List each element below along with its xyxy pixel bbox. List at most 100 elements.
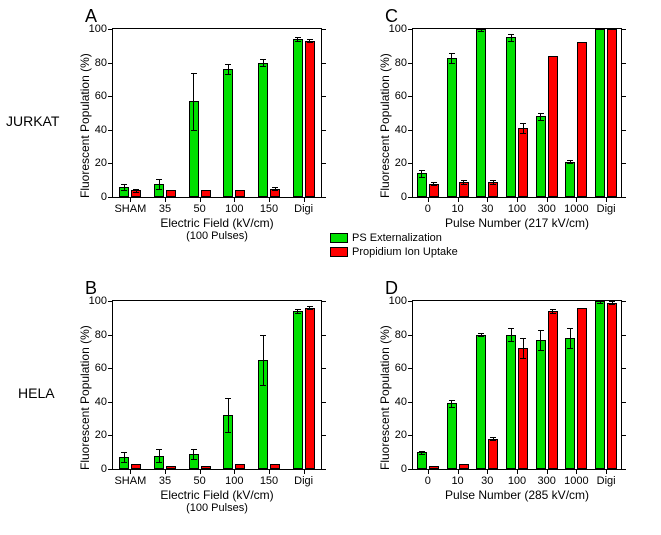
error-cap	[295, 309, 301, 310]
xtick	[547, 197, 548, 202]
ps-bar	[595, 301, 605, 469]
ytick	[408, 335, 413, 336]
error-cap	[156, 189, 162, 190]
error-bar	[511, 328, 512, 341]
error-cap	[133, 192, 139, 193]
ylabel-c: Fluorescent Population (%)	[378, 53, 392, 198]
pi-bar	[166, 190, 176, 197]
xtick	[487, 197, 488, 202]
pi-bar	[166, 466, 176, 469]
ps-bar	[447, 58, 457, 197]
error-bar	[523, 123, 524, 133]
error-cap	[295, 41, 301, 42]
error-cap	[121, 184, 127, 185]
error-cap	[156, 462, 162, 463]
ytick	[108, 163, 113, 164]
ytick	[321, 335, 326, 336]
xtick	[165, 197, 166, 202]
ytick	[108, 130, 113, 131]
xtick	[269, 197, 270, 202]
pi-bar	[607, 29, 617, 197]
error-cap	[307, 309, 313, 310]
ytick-label: 100	[85, 23, 107, 35]
error-cap	[461, 184, 467, 185]
error-cap	[508, 34, 514, 35]
ytick	[621, 402, 626, 403]
xtick	[576, 469, 577, 474]
error-bar	[159, 449, 160, 462]
error-cap	[609, 301, 615, 302]
ytick	[621, 301, 626, 302]
pi-bar	[270, 464, 280, 469]
error-cap	[538, 120, 544, 121]
error-cap	[490, 437, 496, 438]
ytick	[408, 402, 413, 403]
pi-bar	[577, 308, 587, 469]
legend-ps-swatch	[330, 233, 348, 243]
ytick-label: 100	[85, 295, 107, 307]
ytick	[321, 469, 326, 470]
ytick-label: 100	[385, 295, 407, 307]
ytick	[108, 197, 113, 198]
error-cap	[538, 113, 544, 114]
xsub-a: (100 Pulses)	[112, 230, 322, 242]
error-cap	[478, 31, 484, 32]
ytick	[621, 469, 626, 470]
xtick	[517, 469, 518, 474]
error-cap	[508, 341, 514, 342]
pi-bar	[548, 311, 558, 469]
error-cap	[490, 440, 496, 441]
pi-bar	[201, 190, 211, 197]
ytick	[108, 29, 113, 30]
error-cap	[538, 350, 544, 351]
pi-bar	[235, 464, 245, 469]
ps-bar	[595, 29, 605, 197]
row-label-hela: HELA	[18, 385, 55, 401]
plot-a: 020406080100SHAM3550100150Digi	[112, 28, 322, 198]
ytick	[408, 435, 413, 436]
ytick	[408, 163, 413, 164]
xtick	[200, 469, 201, 474]
plot-b: 020406080100SHAM3550100150Digi	[112, 300, 322, 470]
xlabel-c: Pulse Number (217 kV/cm)	[412, 216, 622, 230]
error-bar	[193, 73, 194, 130]
error-bar	[263, 59, 264, 66]
xlabel-a: Electric Field (kV/cm)	[112, 216, 322, 230]
error-cap	[520, 358, 526, 359]
error-cap	[508, 41, 514, 42]
error-cap	[225, 74, 231, 75]
error-cap	[520, 123, 526, 124]
ytick	[408, 469, 413, 470]
error-cap	[449, 400, 455, 401]
error-cap	[449, 53, 455, 54]
error-cap	[419, 170, 425, 171]
ytick	[621, 130, 626, 131]
error-cap	[449, 63, 455, 64]
error-cap	[272, 187, 278, 188]
error-cap	[567, 163, 573, 164]
error-bar	[228, 64, 229, 74]
xtick	[458, 469, 459, 474]
ps-bar	[536, 116, 546, 197]
xtick	[200, 197, 201, 202]
ytick	[621, 335, 626, 336]
xtick	[304, 197, 305, 202]
xtick	[517, 197, 518, 202]
error-cap	[156, 179, 162, 180]
ytick	[321, 197, 326, 198]
error-bar	[540, 113, 541, 120]
xtick-label: Digi	[284, 203, 324, 215]
error-cap	[307, 39, 313, 40]
ytick	[621, 163, 626, 164]
ylabel-b: Fluorescent Population (%)	[78, 325, 92, 470]
error-cap	[419, 454, 425, 455]
xtick	[458, 197, 459, 202]
ytick	[408, 29, 413, 30]
error-cap	[449, 407, 455, 408]
ps-bar	[223, 69, 233, 197]
error-cap	[260, 66, 266, 67]
xtick	[606, 469, 607, 474]
error-cap	[307, 306, 313, 307]
error-cap	[191, 459, 197, 460]
ytick	[321, 301, 326, 302]
